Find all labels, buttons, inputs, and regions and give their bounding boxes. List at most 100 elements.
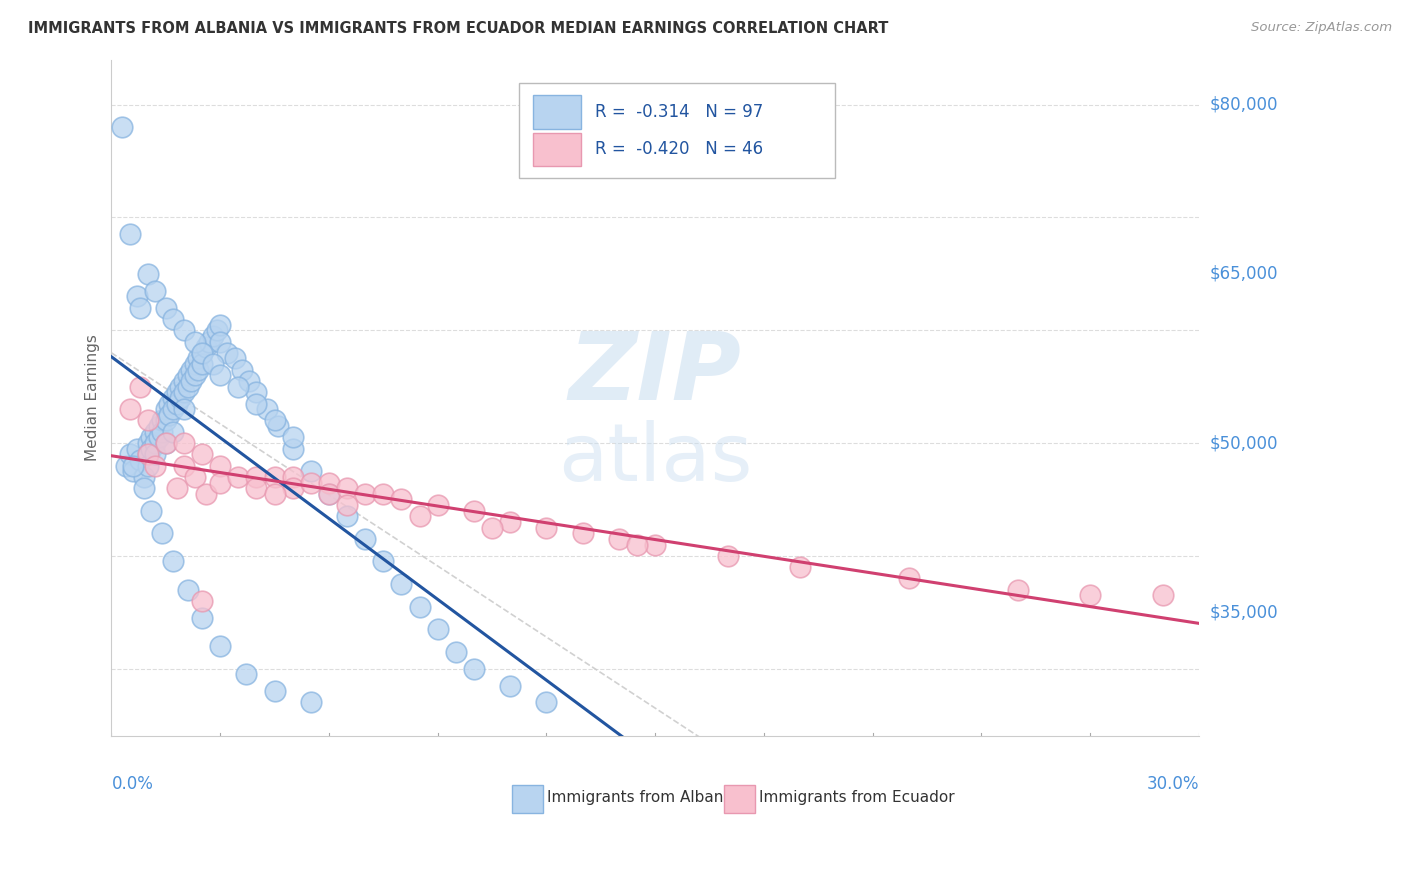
Point <box>176 379 198 393</box>
Point <box>408 599 430 614</box>
Point <box>129 301 152 315</box>
Point <box>125 442 148 456</box>
Point <box>125 289 148 303</box>
Point <box>169 391 191 405</box>
Point <box>191 357 214 371</box>
Point <box>122 464 145 478</box>
Text: $65,000: $65,000 <box>1211 265 1278 283</box>
Point <box>173 436 195 450</box>
Point <box>198 334 221 349</box>
Point <box>176 368 198 383</box>
Point <box>373 487 395 501</box>
Point <box>157 396 180 410</box>
Point <box>281 481 304 495</box>
Point <box>191 594 214 608</box>
Point <box>463 662 485 676</box>
Point <box>644 537 666 551</box>
Point <box>571 526 593 541</box>
Point <box>373 554 395 568</box>
Point <box>299 695 322 709</box>
Point <box>173 458 195 473</box>
Point <box>166 385 188 400</box>
Point <box>143 447 166 461</box>
Point <box>245 470 267 484</box>
Point <box>389 492 412 507</box>
Point <box>226 379 249 393</box>
Point <box>426 622 449 636</box>
Point <box>136 436 159 450</box>
Point <box>209 334 232 349</box>
Point <box>187 351 209 366</box>
Point <box>173 385 195 400</box>
Point <box>166 481 188 495</box>
Point <box>263 470 285 484</box>
Point <box>162 402 184 417</box>
Point <box>789 560 811 574</box>
Point <box>1152 588 1174 602</box>
Point <box>166 396 188 410</box>
Point <box>148 419 170 434</box>
Text: atlas: atlas <box>558 420 752 499</box>
FancyBboxPatch shape <box>533 95 581 128</box>
Point <box>354 487 377 501</box>
Point <box>150 526 173 541</box>
Point <box>155 413 177 427</box>
Point <box>607 532 630 546</box>
Point <box>180 363 202 377</box>
Point <box>716 549 738 563</box>
Point <box>129 453 152 467</box>
Point <box>318 475 340 490</box>
Text: Immigrants from Ecuador: Immigrants from Ecuador <box>759 789 955 805</box>
Point <box>173 374 195 388</box>
Text: ZIP: ZIP <box>568 328 741 420</box>
FancyBboxPatch shape <box>724 785 755 814</box>
Point <box>444 645 467 659</box>
Point <box>150 425 173 439</box>
Point <box>132 481 155 495</box>
Point <box>499 515 522 529</box>
Point <box>245 481 267 495</box>
Point <box>129 379 152 393</box>
Point <box>318 487 340 501</box>
Point <box>141 504 163 518</box>
Text: IMMIGRANTS FROM ALBANIA VS IMMIGRANTS FROM ECUADOR MEDIAN EARNINGS CORRELATION C: IMMIGRANTS FROM ALBANIA VS IMMIGRANTS FR… <box>28 21 889 36</box>
Point <box>187 363 209 377</box>
Text: R =  -0.420   N = 46: R = -0.420 N = 46 <box>595 140 763 158</box>
Point <box>141 442 163 456</box>
Point <box>194 340 217 354</box>
Point <box>143 284 166 298</box>
Point <box>267 419 290 434</box>
Point <box>209 318 232 332</box>
Point <box>336 498 359 512</box>
Point <box>205 323 228 337</box>
Point <box>201 357 224 371</box>
Text: 30.0%: 30.0% <box>1146 775 1199 793</box>
Point <box>463 504 485 518</box>
Point <box>897 571 920 585</box>
Point <box>155 436 177 450</box>
Point <box>143 436 166 450</box>
Point <box>209 368 232 383</box>
Text: $35,000: $35,000 <box>1211 603 1278 621</box>
Point <box>191 611 214 625</box>
Text: Source: ZipAtlas.com: Source: ZipAtlas.com <box>1251 21 1392 34</box>
Point <box>336 509 359 524</box>
Point <box>299 464 322 478</box>
Point <box>426 498 449 512</box>
Point <box>194 487 217 501</box>
Point <box>176 582 198 597</box>
Point <box>180 374 202 388</box>
Point <box>162 312 184 326</box>
Point <box>143 425 166 439</box>
Point <box>209 475 232 490</box>
Point <box>191 447 214 461</box>
Y-axis label: Median Earnings: Median Earnings <box>86 334 100 461</box>
Point <box>281 470 304 484</box>
Text: $80,000: $80,000 <box>1211 95 1278 113</box>
Point <box>118 402 141 417</box>
Point <box>184 470 207 484</box>
Point <box>235 667 257 681</box>
Point <box>191 346 214 360</box>
Point <box>136 413 159 427</box>
Point <box>132 470 155 484</box>
